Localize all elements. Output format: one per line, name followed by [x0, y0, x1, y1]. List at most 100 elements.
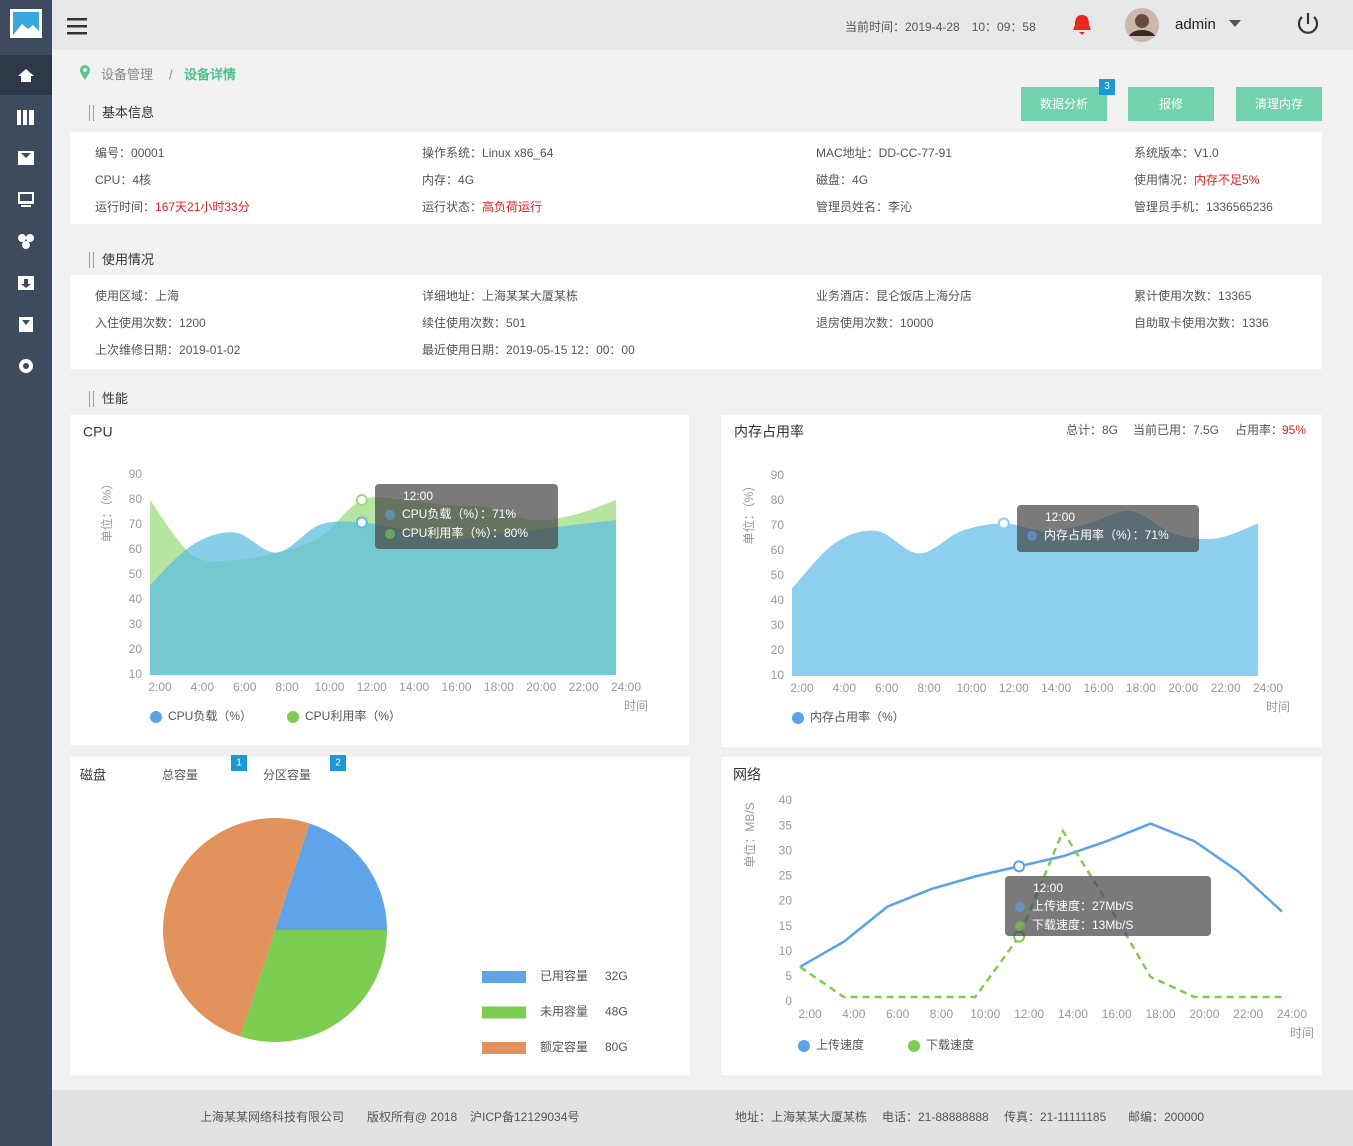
- field-value: 167天21小时33分: [155, 200, 250, 214]
- field-value: 1336565236: [1206, 200, 1273, 214]
- field-label: 编号：: [95, 146, 132, 160]
- info-card: [70, 275, 1322, 369]
- field-value: 高负荷运行: [482, 200, 543, 214]
- info-field: 使用情况：内存不足5%: [1134, 172, 1259, 188]
- current-time: 当前时间：2019-4-28 10：09：58: [845, 20, 1036, 34]
- field-value: 上海: [155, 289, 180, 303]
- section-bar: [93, 252, 94, 268]
- user-name: admin: [1175, 16, 1216, 33]
- info-field: 续住使用次数：501: [422, 315, 526, 331]
- info-field: 使用区域：上海: [95, 288, 179, 304]
- field-value: 4G: [852, 173, 869, 187]
- info-field: 累计使用次数：13365: [1134, 288, 1251, 304]
- field-value: 4G: [458, 173, 475, 187]
- chart-card: [721, 757, 1322, 1075]
- field-label: 上次维修日期：: [95, 343, 180, 357]
- chart-card: [70, 415, 689, 745]
- info-field: 入住使用次数：1200: [95, 315, 206, 331]
- sidebar: [0, 0, 52, 1146]
- field-label: 管理员姓名：: [816, 200, 889, 214]
- field-value: DD-CC-77-91: [878, 146, 953, 160]
- info-field: 磁盘：4G: [816, 172, 868, 188]
- field-label: 自助取卡使用次数：: [1134, 316, 1243, 330]
- action-button[interactable]: 清理内存: [1236, 87, 1322, 121]
- sidebar-active: [0, 55, 52, 95]
- field-value: 00001: [131, 146, 165, 160]
- field-value: 上海某某大厦某栋: [482, 289, 579, 303]
- field-label: 系统版本：: [1134, 146, 1195, 160]
- field-value: 1200: [179, 316, 206, 330]
- field-label: 详细地址：: [422, 289, 483, 303]
- field-value: V1.0: [1194, 146, 1219, 160]
- footer-text: 地址：上海某某大厦某栋: [735, 1110, 868, 1124]
- field-value: 李沁: [888, 200, 913, 214]
- field-label: 入住使用次数：: [95, 316, 180, 330]
- field-value: 501: [506, 316, 527, 330]
- field-value: 2019-01-02: [179, 343, 241, 357]
- info-field: 退房使用次数：10000: [816, 315, 933, 331]
- info-field: 详细地址：上海某某大厦某栋: [422, 288, 578, 304]
- info-field: 系统版本：V1.0: [1134, 145, 1219, 161]
- info-field: 最近使用日期：2019-05-15 12：00：00: [422, 342, 635, 358]
- chart-card: [721, 415, 1322, 747]
- info-field: CPU：4核: [95, 172, 151, 188]
- field-label: 运行状态：: [422, 200, 483, 214]
- info-field: 上次维修日期：2019-01-02: [95, 342, 240, 358]
- field-label: CPU：: [95, 173, 133, 187]
- section-bar: [89, 105, 90, 121]
- field-value: 2019-05-15 12：00：00: [506, 343, 635, 357]
- section-title: 性能: [102, 391, 129, 406]
- info-field: 操作系统：Linux x86_64: [422, 145, 553, 161]
- field-label: 管理员手机：: [1134, 200, 1207, 214]
- pin-icon: [80, 65, 90, 80]
- section-title: 使用情况: [102, 252, 155, 267]
- footer-text: 版权所有@ 2018: [367, 1110, 458, 1124]
- section-bar: [89, 252, 90, 268]
- field-label: 操作系统：: [422, 146, 483, 160]
- section-title: 基本信息: [102, 105, 155, 120]
- field-value: 13365: [1218, 289, 1252, 303]
- field-value: Linux x86_64: [482, 146, 554, 160]
- info-field: 管理员手机：1336565236: [1134, 199, 1273, 215]
- breadcrumb-item: 设备管理: [101, 67, 154, 82]
- section-bar: [93, 105, 94, 121]
- field-value: 10000: [900, 316, 934, 330]
- breadcrumb-item: 设备详情: [184, 67, 237, 82]
- info-field: 管理员姓名：李沁: [816, 199, 912, 215]
- action-button[interactable]: 报修: [1128, 87, 1214, 121]
- topbar: [52, 0, 1353, 50]
- footer-text: 邮编：200000: [1128, 1110, 1205, 1124]
- footer-text: 沪ICP备12129034号: [470, 1110, 580, 1124]
- field-label: 运行时间：: [95, 200, 156, 214]
- field-label: 使用情况：: [1134, 173, 1195, 187]
- field-label: 使用区域：: [95, 289, 156, 303]
- footer-text: 电话：21-88888888: [882, 1110, 989, 1124]
- info-field: 编号：00001: [95, 145, 164, 161]
- section-bar: [93, 391, 94, 407]
- field-label: 业务酒店：: [816, 289, 877, 303]
- field-label: 累计使用次数：: [1134, 289, 1219, 303]
- info-field: 运行时间：167天21小时33分: [95, 199, 250, 215]
- breadcrumb-item: /: [169, 67, 173, 82]
- field-value: 1336: [1242, 316, 1269, 330]
- field-label: 退房使用次数：: [816, 316, 901, 330]
- footer-bar: [52, 1090, 1353, 1146]
- info-field: 运行状态：高负荷运行: [422, 199, 542, 215]
- field-label: 磁盘：: [816, 173, 853, 187]
- info-field: 业务酒店：昆仑饭店上海分店: [816, 288, 972, 304]
- field-label: MAC地址：: [816, 146, 879, 160]
- chart-card: [70, 757, 690, 1075]
- action-button[interactable]: 数据分析: [1021, 87, 1107, 121]
- info-field: 自助取卡使用次数：1336: [1134, 315, 1269, 331]
- footer-text: 上海某某网络科技有限公司: [200, 1110, 345, 1124]
- field-label: 最近使用日期：: [422, 343, 507, 357]
- info-field: MAC地址：DD-CC-77-91: [816, 145, 952, 161]
- footer-text: 传真：21-11111185: [1004, 1110, 1107, 1124]
- field-value: 昆仑饭店上海分店: [876, 289, 973, 303]
- info-field: 内存：4G: [422, 172, 474, 188]
- info-card: [70, 132, 1322, 224]
- field-label: 续住使用次数：: [422, 316, 507, 330]
- field-label: 内存：: [422, 173, 459, 187]
- field-value: 内存不足5%: [1194, 173, 1260, 187]
